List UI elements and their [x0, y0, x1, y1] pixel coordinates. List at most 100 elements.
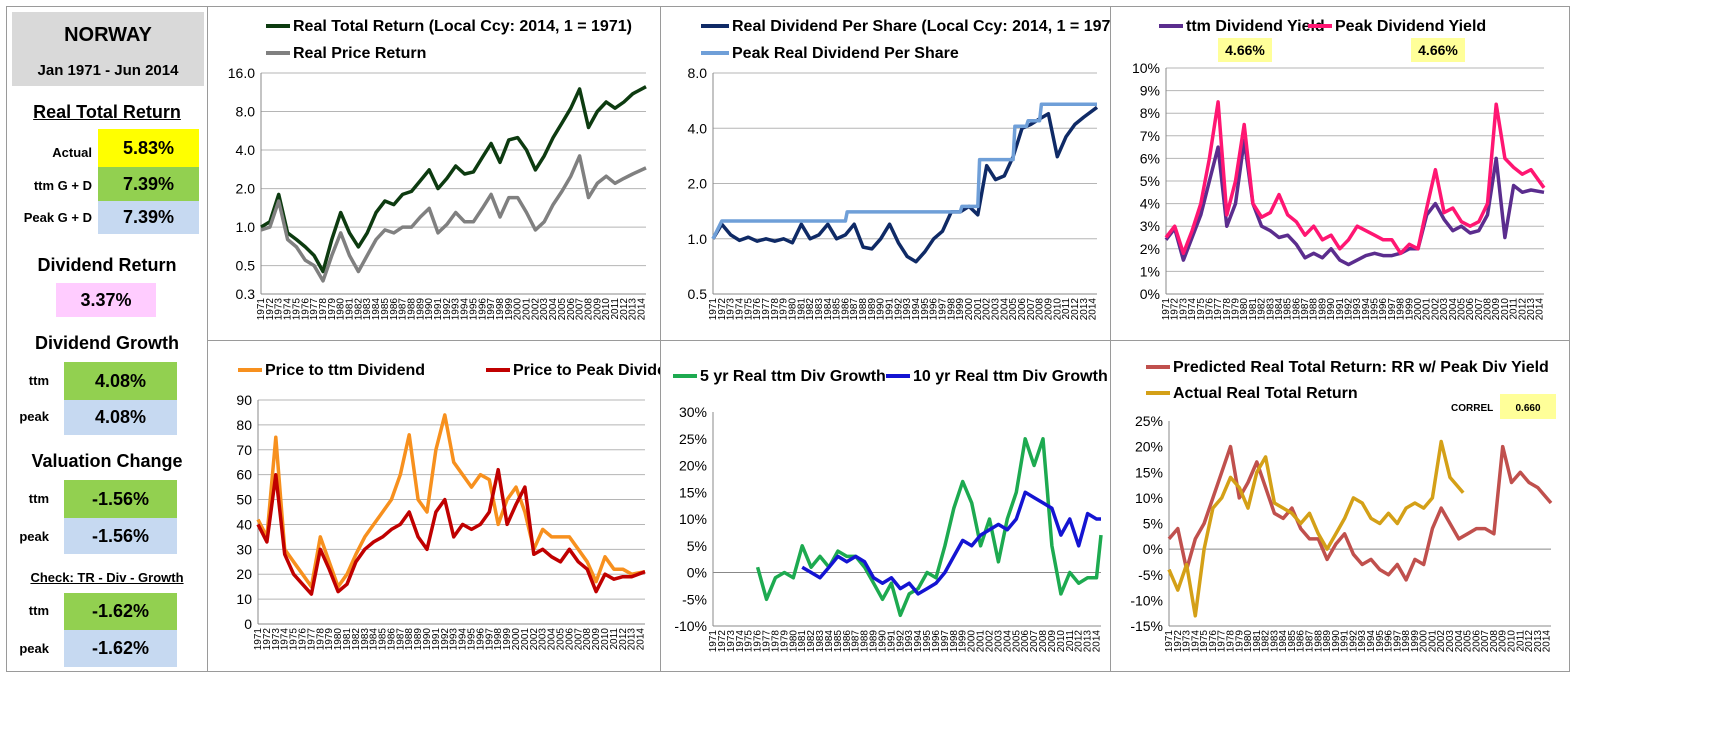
x-tick-label: 1981: [796, 298, 807, 321]
vc-ttm-value: -1.56%: [64, 480, 177, 518]
legend-label: Peak Real Dividend Per Share: [732, 45, 959, 62]
legend-label: Real Price Return: [293, 45, 426, 62]
x-tick-label: 2004: [999, 298, 1010, 321]
x-tick-label: 1984: [1278, 630, 1289, 653]
x-tick-label: 1980: [787, 298, 798, 321]
y-tick-label: 0%: [1143, 541, 1163, 557]
x-tick-label: 1973: [1178, 298, 1189, 321]
x-tick-label: 1976: [1204, 298, 1215, 321]
x-tick-label: 2000: [964, 298, 975, 321]
x-tick-label: 2004: [547, 628, 558, 651]
x-tick-label: 1992: [893, 298, 904, 321]
y-tick-label: 4.0: [236, 142, 256, 158]
x-tick-label: 1998: [493, 628, 504, 651]
vc-ttm-label: ttm: [28, 491, 49, 506]
x-tick-label: 1978: [1222, 298, 1233, 321]
x-tick-label: 1981: [342, 628, 353, 651]
x-tick-label: 1993: [451, 298, 462, 321]
x-tick-label: 1973: [274, 298, 285, 321]
x-tick-label: 1982: [806, 630, 817, 653]
x-tick-label: 2006: [1471, 630, 1482, 653]
x-tick-label: 1983: [360, 628, 371, 651]
ttm-gd-value: 7.39%: [98, 167, 199, 201]
x-tick-label: 1999: [955, 298, 966, 321]
x-tick-label: 1976: [752, 298, 763, 321]
x-tick-label: 2010: [1506, 630, 1517, 653]
x-tick-label: 1977: [1213, 298, 1224, 321]
x-tick-label: 2001: [1427, 630, 1438, 653]
legend-label: Real Dividend Per Share (Local Ccy: 2014…: [732, 18, 1110, 35]
actual-label: Actual: [52, 145, 92, 160]
x-tick-label: 2005: [1011, 630, 1022, 653]
x-tick-label: 1978: [770, 630, 781, 653]
x-tick-label: 2004: [548, 298, 559, 321]
summary-panel: NORWAY Jan 1971 - Jun 2014 Real Total Re…: [7, 7, 207, 671]
x-tick-label: 1995: [1370, 298, 1381, 321]
y-tick-label: 15%: [679, 484, 707, 500]
x-tick-label: 1995: [1375, 630, 1386, 653]
dg-ttm-label: ttm: [28, 373, 49, 388]
x-tick-label: 2006: [1017, 298, 1028, 321]
x-tick-label: 1994: [458, 628, 469, 651]
series-line: [1164, 138, 1545, 267]
x-tick-label: 2014: [636, 628, 647, 651]
x-tick-label: 2010: [601, 298, 612, 321]
x-tick-label: 2005: [1456, 298, 1467, 321]
correl-value: 0.660: [1515, 403, 1540, 414]
x-tick-label: 1983: [1265, 298, 1276, 321]
y-tick-label: 10: [236, 591, 252, 607]
y-tick-label: 8%: [1140, 105, 1160, 121]
x-tick-label: 1992: [1343, 298, 1354, 321]
dg-peak-label: peak: [19, 409, 49, 424]
x-tick-label: 2001: [1422, 298, 1433, 321]
x-tick-label: 1971: [708, 630, 719, 653]
x-tick-label: 1985: [833, 630, 844, 653]
x-tick-label: 1993: [449, 628, 460, 651]
y-tick-label: 5%: [1140, 173, 1160, 189]
x-tick-label: 2001: [522, 298, 533, 321]
x-tick-label: 1986: [386, 628, 397, 651]
x-tick-label: 1986: [1296, 630, 1307, 653]
x-tick-label: 1982: [353, 298, 364, 321]
x-tick-label: 1988: [1313, 630, 1324, 653]
x-tick-label: 1971: [253, 628, 264, 651]
x-tick-label: 1975: [744, 630, 755, 653]
country-header: NORWAY Jan 1971 - Jun 2014: [12, 12, 204, 86]
x-tick-label: 1984: [824, 630, 835, 653]
peak-gd-value: 7.39%: [98, 201, 199, 234]
ck-ttm-value: -1.62%: [64, 593, 177, 630]
series-line: [260, 154, 647, 283]
x-tick-label: 1977: [306, 628, 317, 651]
x-tick-label: 2009: [1498, 630, 1509, 653]
series-line: [755, 437, 1103, 618]
x-tick-label: 1993: [1352, 298, 1363, 321]
x-tick-label: 2003: [538, 628, 549, 651]
x-tick-label: 1979: [779, 630, 790, 653]
x-tick-label: 2011: [1509, 298, 1520, 320]
x-tick-label: 2009: [592, 298, 603, 321]
y-tick-label: 3%: [1140, 218, 1160, 234]
x-tick-label: 1992: [895, 630, 906, 653]
vc-peak-value: -1.56%: [64, 518, 177, 554]
y-tick-label: -5%: [1138, 567, 1163, 583]
x-tick-label: 1999: [958, 630, 969, 653]
x-tick-label: 2010: [1056, 630, 1067, 653]
x-tick-label: 1985: [832, 298, 843, 321]
x-tick-label: 1998: [495, 298, 506, 321]
x-tick-label: 2004: [1448, 298, 1459, 321]
series-line: [1164, 100, 1546, 256]
x-tick-label: 1995: [922, 630, 933, 653]
x-tick-label: 2003: [1445, 630, 1456, 653]
x-tick-label: 1977: [1217, 630, 1228, 653]
x-tick-label: 1974: [1187, 298, 1198, 321]
x-tick-label: 1993: [902, 298, 913, 321]
x-tick-label: 1994: [1361, 298, 1372, 321]
x-tick-label: 1973: [726, 630, 737, 653]
x-tick-label: 1984: [371, 298, 382, 321]
x-tick-label: 1991: [431, 628, 442, 651]
x-tick-label: 1982: [805, 298, 816, 321]
x-tick-label: 2005: [1463, 630, 1474, 653]
x-tick-label: 2000: [1413, 298, 1424, 321]
x-tick-label: 1988: [406, 298, 417, 321]
x-tick-label: 1979: [1234, 630, 1245, 653]
